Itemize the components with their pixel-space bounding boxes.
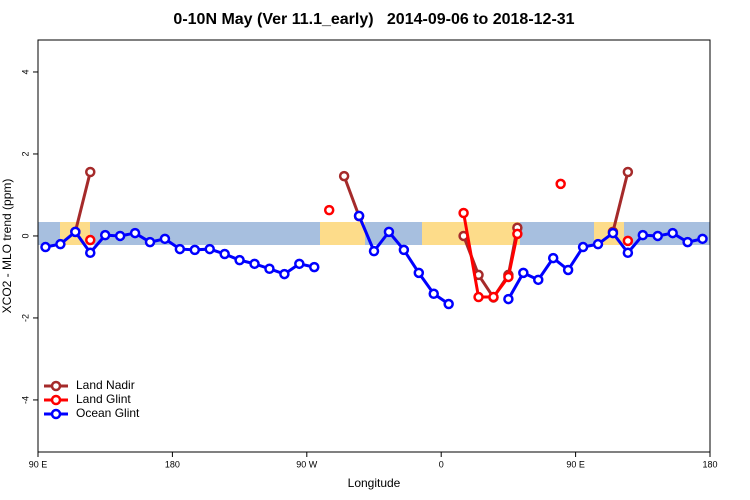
data-point [458, 207, 469, 219]
ocean-band [38, 222, 710, 245]
data-point [338, 170, 350, 182]
data-point [85, 234, 96, 246]
land-band [422, 222, 520, 245]
data-point [129, 227, 141, 239]
x-tick-label: 90 E [29, 459, 48, 469]
data-point [622, 247, 634, 259]
data-point [114, 230, 126, 242]
data-point [682, 236, 693, 248]
data-point [309, 261, 320, 273]
data-point [353, 210, 365, 222]
legend-marker [50, 408, 62, 420]
data-point [503, 271, 514, 283]
data-point [562, 264, 574, 276]
data-point [503, 293, 514, 305]
data-point [144, 236, 156, 248]
data-point [264, 263, 275, 275]
data-point [159, 233, 171, 245]
series-line [73, 171, 630, 301]
data-point [473, 269, 484, 281]
data-point [40, 241, 51, 253]
chart-title: 0-10N May (Ver 11.1_early) 2014-09-06 to… [173, 11, 574, 28]
data-point [428, 288, 439, 300]
data-point [99, 229, 111, 241]
data-point [652, 230, 663, 242]
data-point [279, 268, 290, 280]
land-band [320, 222, 365, 245]
data-point [592, 238, 604, 250]
y-tick-label: -4 [20, 396, 30, 404]
y-tick-label: -2 [20, 314, 30, 322]
data-point [85, 247, 96, 259]
data-point [174, 243, 186, 255]
data-point [70, 226, 81, 238]
data-point [294, 258, 305, 270]
legend-marker [50, 394, 62, 406]
x-tick-label: 0 [439, 459, 444, 469]
data-point [667, 227, 678, 239]
data-point [512, 228, 523, 240]
data-point [383, 226, 395, 238]
data-point [85, 166, 96, 178]
x-tick-label: 90 W [296, 459, 318, 469]
y-tick-label: 2 [20, 151, 30, 156]
data-point [577, 241, 589, 253]
x-tick-label: 180 [702, 459, 717, 469]
data-point [555, 178, 566, 190]
data-point [234, 254, 245, 266]
data-point [189, 244, 201, 256]
legend-marker [50, 380, 62, 392]
x-axis-label: Longitude [348, 476, 401, 490]
data-point [607, 227, 619, 239]
data-point [55, 238, 66, 250]
data-point [637, 229, 649, 241]
legend-label: Land Glint [76, 392, 131, 406]
data-point [204, 243, 215, 255]
data-point [533, 274, 544, 286]
data-point [622, 235, 634, 247]
data-point [547, 252, 559, 264]
data-point [458, 230, 469, 242]
data-point [219, 248, 230, 260]
x-tick-label: 180 [165, 459, 180, 469]
data-point [368, 245, 380, 257]
data-point [413, 267, 425, 279]
plot-frame [37, 39, 711, 453]
legend-label: Ocean Glint [76, 406, 140, 420]
data-point [323, 204, 335, 216]
data-point [473, 291, 484, 303]
data-point [622, 166, 634, 178]
data-point [488, 291, 499, 303]
y-axis-label: XCO2 - MLO trend (ppm) [0, 179, 14, 314]
data-point [443, 298, 454, 310]
legend-label: Land Nadir [76, 378, 135, 392]
map-strip [38, 222, 710, 245]
x-tick-label: 90 E [566, 459, 585, 469]
y-tick-label: 0 [20, 233, 30, 238]
data-point [398, 244, 410, 256]
data-point [249, 258, 260, 270]
data-point [518, 267, 529, 279]
data-point [697, 233, 708, 245]
y-tick-label: 4 [20, 69, 30, 74]
